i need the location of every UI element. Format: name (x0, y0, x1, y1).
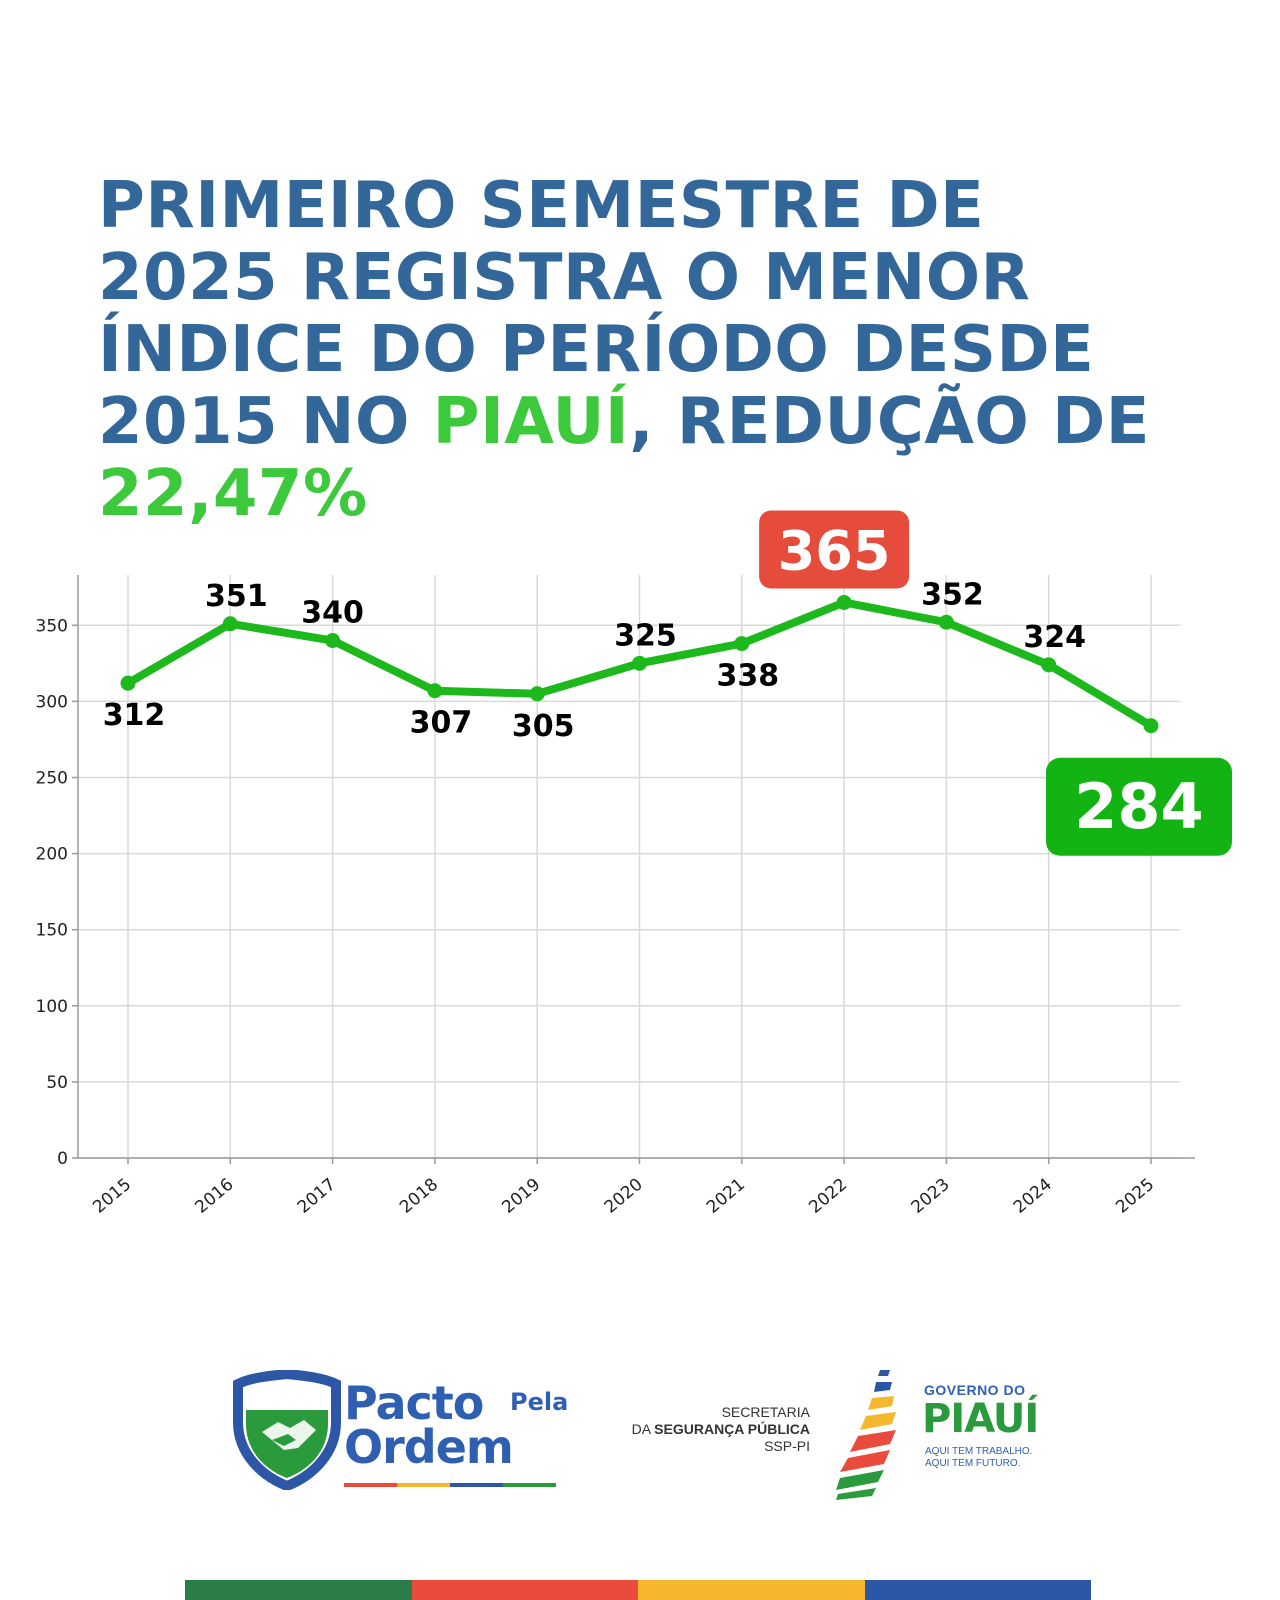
data-label: 325 (614, 618, 677, 653)
max-value-badge (759, 510, 910, 589)
data-label: 307 (410, 706, 473, 741)
data-label: 324 (1023, 620, 1086, 655)
slogan-line-2: AQUI TEM FUTURO. (925, 1458, 1021, 1469)
y-tick-label: 200 (36, 845, 68, 865)
x-tick-label: 2019 (498, 1175, 544, 1218)
ssp-line-2-prefix: DA (631, 1421, 655, 1437)
headline-line-2: 2025 REGISTRA O MENOR (98, 241, 1031, 315)
data-label: 340 (301, 596, 364, 631)
pela-word: Pela (510, 1388, 569, 1416)
x-tick-label: 2015 (89, 1175, 135, 1218)
y-tick-label: 100 (36, 997, 68, 1017)
x-tick-label: 2021 (703, 1175, 749, 1218)
y-tick-label: 250 (36, 769, 68, 789)
bottom-bar-blue (864, 1580, 1091, 1600)
headline-line-1: PRIMEIRO SEMESTRE DE (98, 169, 985, 243)
x-tick-label: 2017 (294, 1175, 340, 1218)
data-label: 351 (205, 579, 268, 614)
pacto-word: Pacto (344, 1376, 484, 1430)
bottom-bar-green (185, 1580, 412, 1600)
headline-line-3: ÍNDICE DO PERÍODO DESDE (98, 313, 1095, 387)
min-value-label: 284 (1074, 770, 1203, 843)
ordem-word: Ordem (344, 1420, 514, 1474)
governo-piaui-logo: GOVERNO DO PIAUÍ AQUI TEM TRABALHO. AQUI… (830, 1370, 1050, 1500)
max-value-label: 365 (778, 519, 891, 582)
y-tick-label: 350 (36, 616, 68, 636)
y-tick-label: 50 (46, 1073, 68, 1093)
data-label: 312 (103, 698, 166, 733)
y-tick-label: 300 (36, 692, 68, 712)
piaui-text: PIAUÍ (922, 1396, 1039, 1442)
x-tick-label: 2023 (908, 1175, 954, 1218)
piaui-map-stripes-icon (836, 1370, 896, 1500)
data-label: 352 (921, 577, 984, 612)
x-tick-label: 2025 (1112, 1175, 1158, 1218)
footer-logos: Pacto Pela Ordem SECRETARIA DA SEGURANÇA… (0, 1370, 1280, 1510)
x-tick-label: 2024 (1010, 1175, 1056, 1218)
data-point (632, 655, 647, 671)
data-label: 338 (716, 659, 779, 694)
headline-line-4a: 2015 NO (98, 385, 433, 459)
bottom-bar-yellow (638, 1580, 865, 1600)
data-point (222, 616, 238, 632)
headline-line-4b: , REDUÇÃO DE (629, 385, 1150, 459)
headline-reduction-percent: 22,47% (98, 457, 368, 531)
data-point (529, 686, 545, 702)
data-point (120, 675, 136, 691)
bottom-bar-red (411, 1580, 638, 1600)
governo-do-text: GOVERNO DO (924, 1382, 1026, 1398)
ssp-logo-text: SECRETARIA DA SEGURANÇA PÚBLICA SSP-PI (560, 1404, 810, 1455)
data-point (938, 614, 954, 630)
ssp-line-1: SECRETARIA (721, 1404, 810, 1420)
data-point (1041, 657, 1057, 673)
data-point (325, 633, 341, 649)
x-tick-label: 2018 (396, 1175, 442, 1218)
ssp-line-3: SSP-PI (764, 1438, 810, 1454)
data-label: 305 (512, 709, 575, 744)
data-point (836, 594, 852, 610)
x-tick-label: 2022 (805, 1175, 851, 1218)
pacto-color-bar (344, 1483, 556, 1487)
headline: PRIMEIRO SEMESTRE DE 2025 REGISTRA O MEN… (98, 170, 1218, 530)
data-point (1143, 718, 1159, 734)
headline-state-name: PIAUÍ (432, 385, 630, 459)
pacto-pela-ordem-logo: Pacto Pela Ordem (232, 1370, 572, 1495)
shield-handshake-icon (233, 1370, 341, 1490)
slogan-line-1: AQUI TEM TRABALHO. (925, 1446, 1033, 1457)
data-point (427, 683, 443, 699)
data-point (734, 636, 750, 652)
bottom-color-bar (185, 1580, 1091, 1600)
ssp-line-2-bold: SEGURANÇA PÚBLICA (654, 1421, 810, 1437)
line-chart: 0 50 100 150 200 250 300 350 2015 2016 2017 2018 201… (36, 510, 1232, 1218)
y-tick-label: 150 (36, 921, 68, 941)
x-tick-label: 2016 (192, 1175, 238, 1218)
min-value-badge (1046, 757, 1232, 856)
y-tick-label: 0 (57, 1149, 68, 1169)
x-tick-label: 2020 (601, 1175, 647, 1218)
